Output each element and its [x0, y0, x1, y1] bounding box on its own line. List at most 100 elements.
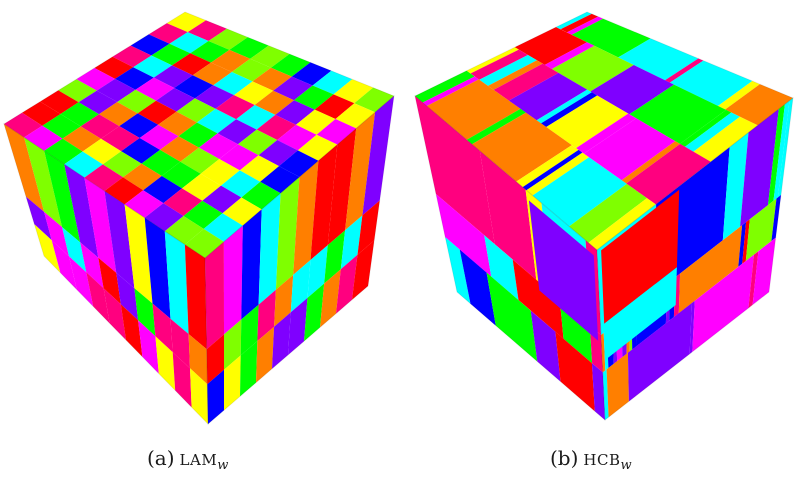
right-strip: [240, 304, 259, 356]
top-block: [566, 16, 603, 35]
right-strip: [345, 112, 376, 231]
top-cell: [256, 114, 296, 140]
left-strip: [184, 244, 207, 350]
left-block: [530, 310, 561, 382]
top-cell: [297, 134, 338, 161]
top-cell: [277, 124, 317, 151]
top-block: [514, 27, 587, 65]
top-block: [665, 58, 704, 83]
right-strip: [293, 160, 319, 275]
top-cell: [161, 161, 201, 189]
right-strip: [336, 254, 358, 314]
left-strip: [170, 318, 190, 369]
right-strip: [258, 193, 281, 305]
right-strip: [274, 274, 294, 327]
top-cell: [271, 54, 311, 77]
caption-tag: (a): [147, 446, 175, 470]
top-cell: [124, 190, 164, 218]
top-cell: [234, 81, 274, 105]
left-block: [459, 249, 496, 326]
top-block: [618, 38, 699, 81]
top-block: [669, 60, 753, 106]
left-block: [479, 150, 537, 280]
right-strip: [257, 289, 276, 341]
top-cell: [82, 138, 122, 165]
top-block: [426, 79, 521, 140]
right-strip: [324, 230, 346, 284]
top-block: [472, 112, 572, 182]
top-cell: [221, 170, 261, 198]
top-cell: [80, 114, 120, 139]
left-strip: [69, 256, 94, 307]
top-cell: [117, 89, 156, 114]
top-cell: [130, 34, 170, 56]
top-cell: [102, 151, 142, 178]
large-block: [601, 189, 680, 324]
right-strip: [206, 334, 224, 385]
top-cell: [182, 173, 221, 201]
right-block: [742, 219, 750, 264]
top-block: [590, 65, 674, 115]
top-cell: [104, 177, 144, 205]
top-cell: [119, 113, 159, 138]
right-strip: [224, 355, 241, 411]
top-cell: [316, 119, 357, 145]
right-block: [606, 352, 629, 418]
left-block: [484, 235, 519, 300]
right-strip: [241, 209, 262, 320]
top-cell: [183, 200, 223, 229]
top-cell: [44, 138, 83, 165]
right-block: [771, 195, 781, 241]
left-strip: [190, 368, 208, 424]
top-cell: [254, 90, 294, 115]
top-cell: [115, 67, 154, 90]
top-block: [693, 116, 758, 162]
face-outline: [596, 96, 794, 421]
top-block: [479, 55, 537, 86]
caption-hcb: (b) HCBw: [550, 446, 632, 473]
top-block: [629, 84, 727, 144]
top-cell: [211, 49, 251, 72]
caption-tag: (b): [550, 446, 579, 470]
right-block: [602, 369, 609, 420]
left-block: [591, 363, 605, 420]
right-block: [768, 104, 785, 206]
top-cell: [64, 151, 103, 178]
left-strip: [26, 196, 52, 241]
top-cell: [135, 77, 175, 101]
top-cell: [62, 126, 101, 152]
top-cell: [151, 43, 191, 66]
top-cell: [172, 53, 211, 76]
caption-lam: (a) LAMw: [147, 446, 228, 473]
right-strip: [207, 369, 224, 424]
right-strip: [340, 215, 363, 270]
top-cell: [156, 88, 195, 112]
top-cell: [312, 70, 353, 95]
left-strip: [120, 304, 143, 357]
right-block: [692, 254, 754, 352]
right-strip: [320, 269, 341, 328]
right-block: [738, 222, 747, 267]
figure-hcb: (b) HCBw: [401, 0, 801, 477]
left-strip: [62, 227, 87, 273]
right-strip: [357, 200, 380, 255]
left-strip: [4, 124, 45, 212]
face-outline: [3, 11, 395, 259]
top-cell: [176, 98, 216, 123]
large-block: [528, 200, 599, 341]
left-block: [486, 272, 538, 362]
top-block: [470, 49, 528, 80]
top-cell: [58, 79, 97, 103]
top-block: [576, 113, 637, 154]
top-cell: [200, 159, 240, 186]
top-cell: [164, 216, 204, 245]
right-strip: [290, 260, 311, 313]
right-block: [745, 198, 777, 261]
right-strip: [256, 326, 275, 383]
top-block: [493, 63, 559, 101]
top-cell: [22, 101, 61, 126]
top-block: [725, 84, 793, 126]
top-block: [422, 76, 479, 106]
right-block: [722, 132, 749, 241]
top-block: [560, 13, 599, 33]
